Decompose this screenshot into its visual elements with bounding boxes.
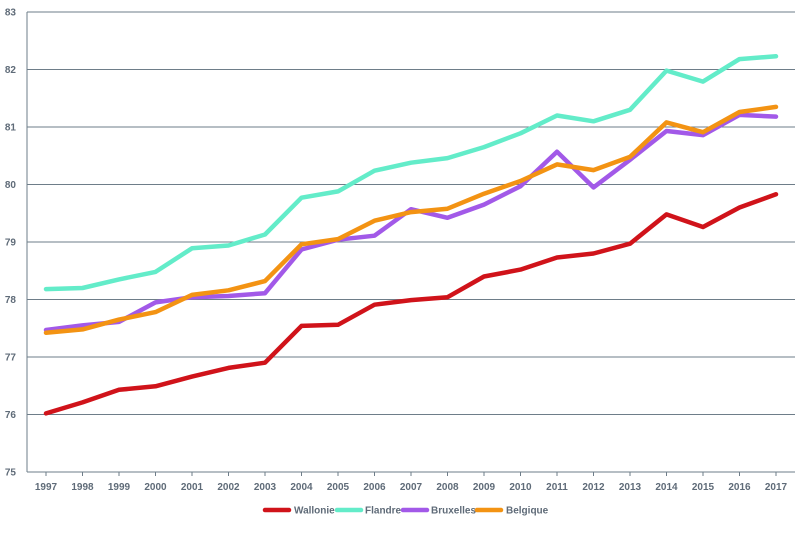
x-tick-label: 2013: [619, 482, 642, 493]
x-tick-label: 1999: [108, 482, 131, 493]
y-tick-label: 76: [5, 410, 17, 421]
x-tick-label: 2014: [655, 482, 678, 493]
x-tick-label: 2011: [546, 482, 568, 493]
y-tick-label: 75: [5, 468, 17, 479]
x-tick-label: 2001: [181, 482, 204, 493]
y-tick-label: 78: [5, 295, 17, 306]
legend-item-belgique: Belgique: [474, 506, 549, 517]
x-tick-label: 1997: [35, 482, 58, 493]
y-tick-label: 81: [5, 123, 17, 134]
legend-label: Belgique: [506, 506, 549, 517]
x-axis: 1997 1998 1999 2000 2001 2002 2003 2004 2005 2006…: [35, 472, 788, 493]
series-line-flandre: [43, 54, 779, 292]
y-tick-label: 83: [5, 8, 17, 19]
legend-item-bruxelles: Bruxelles: [400, 506, 476, 517]
y-tick-label: 77: [5, 353, 17, 364]
y-tick-label: 82: [5, 65, 17, 76]
series-line-wallonie: [43, 192, 779, 416]
x-tick-label: 2003: [254, 482, 277, 493]
series-lines: [43, 54, 779, 416]
legend-label: Bruxelles: [431, 506, 476, 517]
x-tick-label: 2005: [327, 482, 350, 493]
series-line-belgique: [43, 104, 779, 336]
x-tick-label: 2002: [217, 482, 240, 493]
y-tick-label: 80: [5, 180, 17, 191]
x-tick-label: 2012: [582, 482, 605, 493]
x-tick-label: 1998: [71, 482, 94, 493]
x-tick-label: 2016: [728, 482, 751, 493]
x-tick-label: 2008: [436, 482, 459, 493]
y-axis: 75 76 77 78 79 80 81 82 83: [5, 8, 28, 479]
x-tick-label: 2007: [400, 482, 423, 493]
x-tick-label: 2004: [290, 482, 313, 493]
x-tick-label: 2009: [473, 482, 496, 493]
legend: Wallonie Flandre Bruxelles Belgique: [262, 506, 549, 517]
legend-label: Flandre: [365, 506, 402, 517]
legend-label: Wallonie: [294, 506, 335, 517]
y-tick-label: 79: [5, 238, 17, 249]
x-tick-label: 2000: [144, 482, 167, 493]
legend-item-flandre: Flandre: [334, 506, 402, 517]
series-line-bruxelles: [43, 112, 779, 333]
x-tick-label: 2015: [692, 482, 715, 493]
x-tick-label: 2017: [765, 482, 788, 493]
grid-lines: [27, 11, 795, 473]
x-tick-label: 2010: [509, 482, 532, 493]
x-tick-label: 2006: [363, 482, 386, 493]
legend-item-wallonie: Wallonie: [262, 506, 335, 517]
